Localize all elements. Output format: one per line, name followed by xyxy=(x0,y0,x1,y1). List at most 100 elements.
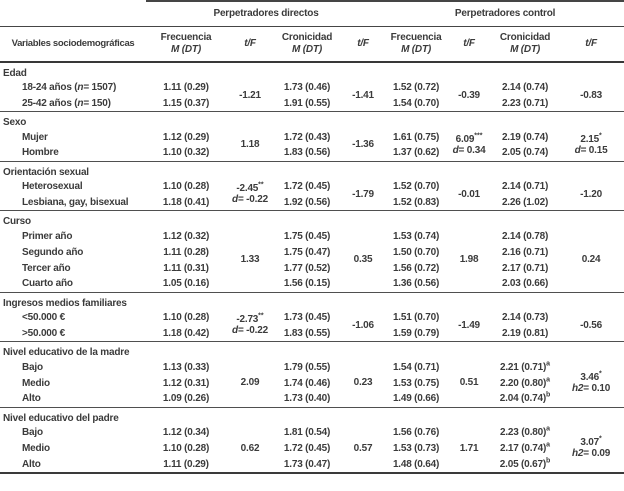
value-cell: 2.04 (0.74)b xyxy=(492,391,558,407)
effect-symbol: h2 xyxy=(571,448,584,459)
stat-cell: 0.23 xyxy=(340,359,386,407)
section-header-row: Curso xyxy=(0,210,624,228)
value-cell: 1.61 (0.75) xyxy=(392,131,440,143)
stat-value: 3.46 xyxy=(580,371,600,383)
value-cell: 1.72 (0.43) xyxy=(283,131,331,143)
section-title: Edad xyxy=(3,67,27,79)
measure-name: Frecuencia xyxy=(390,31,442,43)
measure-units: M (DT) xyxy=(292,43,322,55)
value-cell: 2.19 (0.74) xyxy=(501,131,549,143)
effect-symbol: d xyxy=(574,144,581,156)
stat-line: 0.57 xyxy=(353,442,373,454)
group-header-row: Perpetradores directos Perpetradores cont… xyxy=(0,0,624,27)
data-row: Medio 1.10 (0.28) 1.72 (0.45) 1.53 (0.73) 2.… xyxy=(0,441,624,457)
stat-cell: -2.45** d= -0.22 xyxy=(226,179,274,211)
significance-asterisks: ** xyxy=(258,312,264,320)
value-cell: 1.37 (0.62) xyxy=(392,147,440,159)
stat-line: 1.33 xyxy=(240,254,260,266)
value-cell: 2.19 (0.81) xyxy=(501,327,549,339)
value-cell: 1.72 (0.45) xyxy=(283,443,331,454)
effect-value: = -0.22 xyxy=(237,325,268,337)
data-row: 25-42 años (n= 150) 1.15 (0.37) 1.91 (0.55… xyxy=(0,96,624,112)
row-label: 25-42 años (n= 150) xyxy=(22,97,111,109)
row-label: Mujer xyxy=(22,131,48,143)
stat-cell: -0.01 xyxy=(446,179,492,211)
data-row: 18-24 años (n= 1507) 1.11 (0.29) -1.21 1.73… xyxy=(0,80,624,101)
stat-line: -2.45** xyxy=(226,182,274,194)
stat-cell: 2.09 xyxy=(226,359,274,407)
data-row: Heterosexual 1.10 (0.28) -2.45** d= -0.22 1.… xyxy=(0,179,624,205)
data-row: Alto 1.11 (0.29) 1.73 (0.47) 1.48 (0.64) 2.0… xyxy=(0,457,624,473)
value-cell: 1.48 (0.64) xyxy=(392,458,440,470)
effect-value: = 0.10 xyxy=(583,382,611,394)
value-cell: 1.10 (0.28) xyxy=(162,443,210,454)
row-label: Primer año xyxy=(22,230,73,242)
stat-cell: 3.07* h2= 0.09 xyxy=(558,425,624,473)
effect-symbol: d xyxy=(232,194,238,206)
stat-line: 1.18 xyxy=(240,139,260,151)
value-cell: 1.92 (0.56) xyxy=(283,196,331,208)
measure-name: Cronicidad xyxy=(499,31,551,43)
section-title: Curso xyxy=(0,210,624,228)
row-label: Medio xyxy=(22,443,50,454)
stat-value: 2.15 xyxy=(580,133,600,145)
value-cell: 1.81 (0.54) xyxy=(283,427,331,438)
stat-cell: -1.79 xyxy=(340,179,386,211)
effect-value: = 0.15 xyxy=(580,144,608,156)
measure-name: Cronicidad xyxy=(281,31,333,43)
value-cell: 1.51 (0.70) xyxy=(392,312,440,323)
stat-line: 3.07* xyxy=(558,436,624,448)
value-cell: 2.23 (0.71) xyxy=(501,97,549,109)
column-header-row: Variables sociodemográficas Frecuencia M (… xyxy=(0,26,624,63)
table-header: Perpetradores directos Perpetradores cont… xyxy=(0,0,624,63)
value-cell: 2.14 (0.78) xyxy=(501,230,549,242)
effect-symbol: d xyxy=(232,325,238,337)
section-header-row: Nivel educativo del padre xyxy=(0,406,624,425)
section-title: Nivel educativo de la madre xyxy=(0,341,624,359)
row-label: Tercer año xyxy=(22,262,71,274)
stat-cell: 1.98 xyxy=(446,228,492,292)
data-row: Cuarto año 1.05 (0.16) 1.56 (0.15) 1.36 (0.… xyxy=(0,276,624,292)
value-cell: 2.14 (0.71) xyxy=(501,181,549,192)
value-cell: 1.73 (0.46) xyxy=(283,82,331,93)
statistic-column-header: t/F xyxy=(226,26,274,63)
stat-line: 0.62 xyxy=(240,442,260,454)
cell-value: 2.04 (0.74) xyxy=(499,393,546,405)
value-cell: 1.11 (0.29) xyxy=(163,458,209,470)
section-header-row: Nivel educativo de la madre xyxy=(0,341,624,359)
value-cell: 1.74 (0.46) xyxy=(283,377,331,389)
stat-cell: 0.62 xyxy=(226,425,274,473)
stat-cell: -1.41 xyxy=(340,80,386,112)
value-cell: 1.59 (0.79) xyxy=(392,327,440,339)
effect-value: = -0.22 xyxy=(237,194,268,206)
stat-line: d= 0.15 xyxy=(558,145,624,156)
variables-header: Variables sociodemográficas xyxy=(0,26,146,63)
value-cell: 1.12 (0.32) xyxy=(162,230,210,242)
value-cell: 1.91 (0.55) xyxy=(283,97,331,109)
stat-line: h2= 0.10 xyxy=(558,383,624,394)
stat-line: -0.39 xyxy=(458,89,480,101)
data-row: Hombre 1.10 (0.32) 1.83 (0.56) 1.37 (0.62) 2… xyxy=(0,145,624,161)
stat-cell: 3.46* h2= 0.10 xyxy=(558,359,624,407)
value-cell: 2.16 (0.71) xyxy=(501,246,549,258)
stat-line: d= 0.34 xyxy=(446,145,492,156)
cell-value: 2.20 (0.80) xyxy=(499,377,547,389)
value-cell: 1.12 (0.31) xyxy=(162,377,210,389)
value-cell: 2.20 (0.80)a xyxy=(492,375,558,391)
stat-cell: -0.83 xyxy=(558,80,624,112)
stat-cell: 1.33 xyxy=(226,228,274,292)
value-cell: 2.03 (0.66) xyxy=(501,278,549,290)
measure-column-header: Cronicidad M (DT) xyxy=(492,26,559,63)
data-row: Bajo 1.12 (0.34) 0.62 1.81 (0.54) 0.57 1.56 (… xyxy=(0,425,624,459)
stat-line: -1.21 xyxy=(239,89,261,101)
value-cell: 1.12 (0.29) xyxy=(162,131,210,143)
group-superscript: a xyxy=(546,376,551,384)
value-cell: 1.13 (0.33) xyxy=(162,361,210,373)
data-row: >50.000 € 1.18 (0.42) 1.83 (0.55) 1.59 (0.7… xyxy=(0,326,624,342)
cell-value: 2.17 (0.74) xyxy=(499,443,547,454)
group-superscript: a xyxy=(546,360,551,368)
value-cell: 1.18 (0.42) xyxy=(162,327,210,339)
value-cell: 2.17 (0.71) xyxy=(501,262,549,274)
stat-line: -1.79 xyxy=(352,188,374,200)
